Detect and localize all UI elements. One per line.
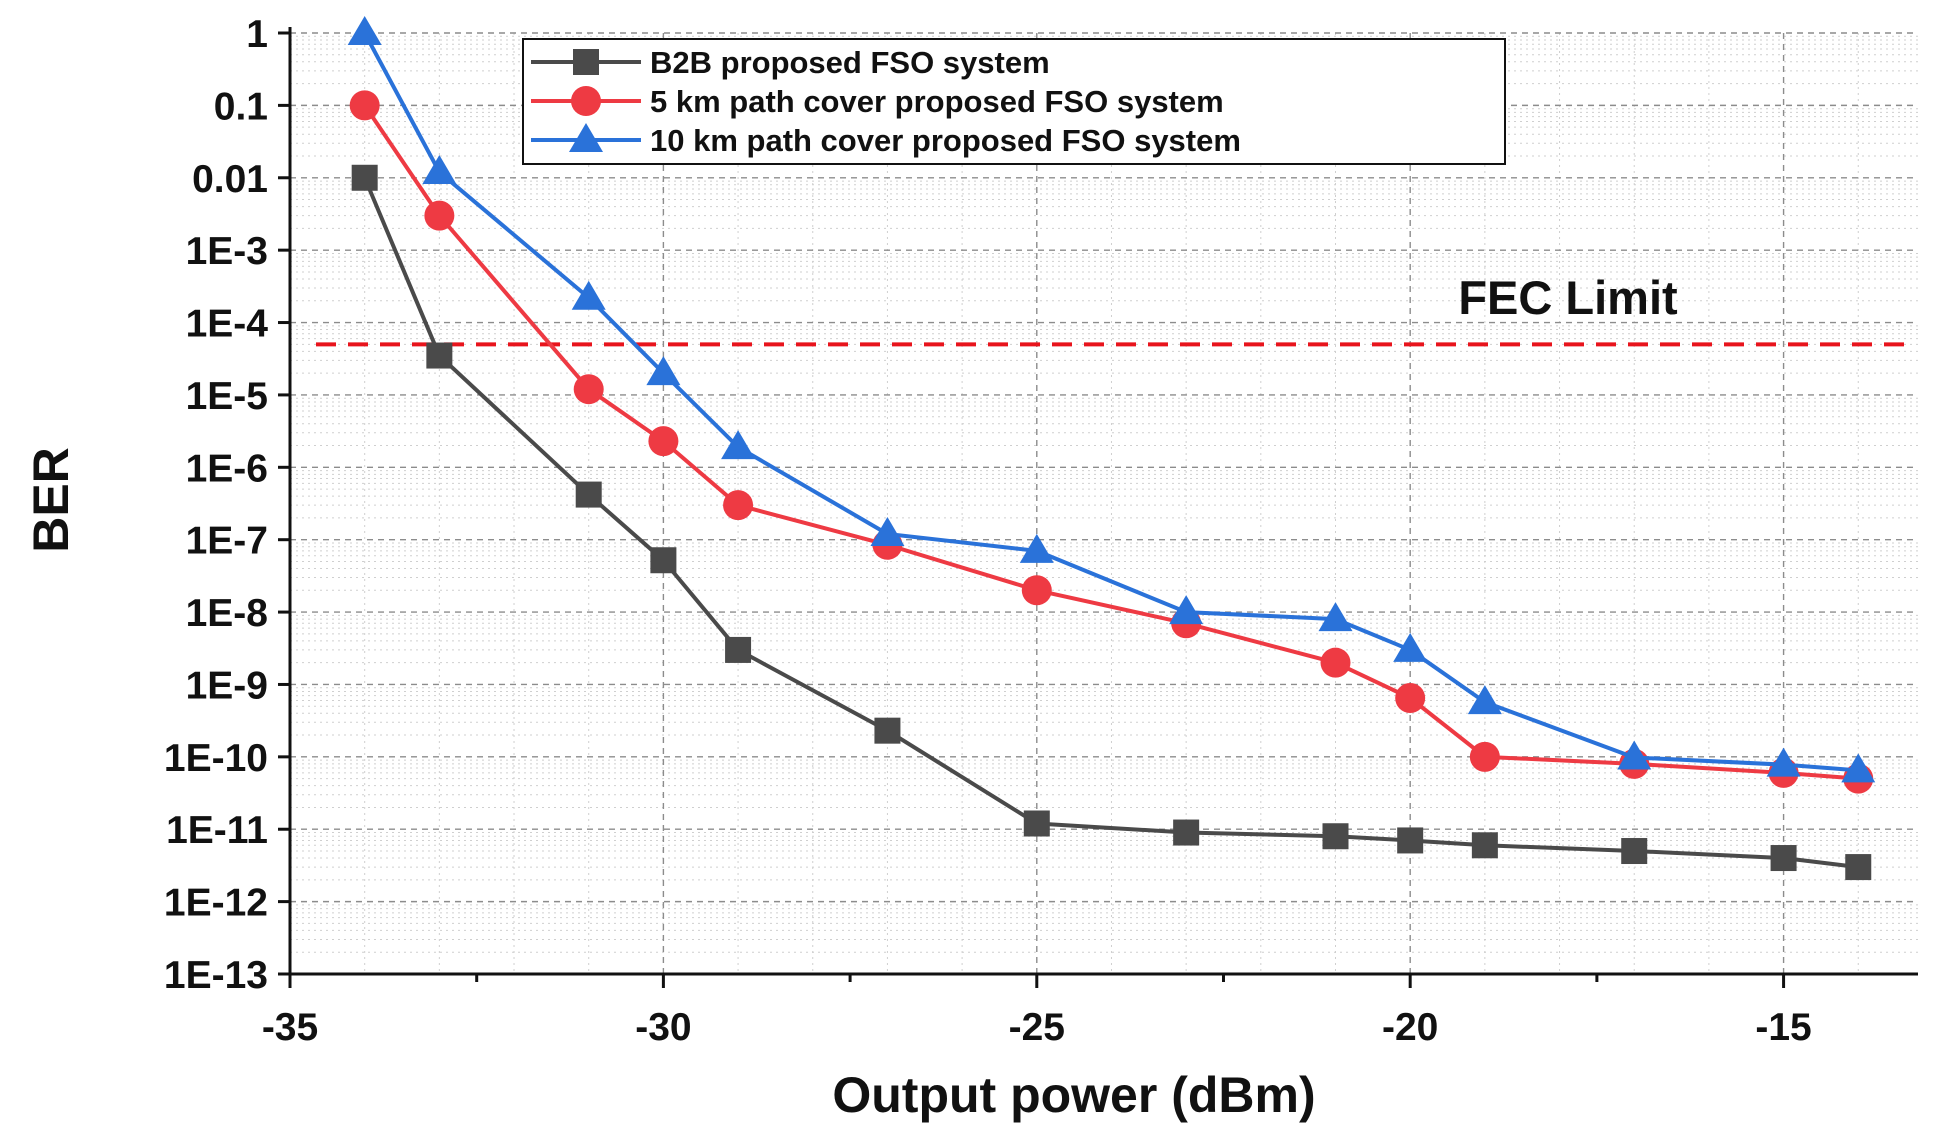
y-tick-label: 1E-6 bbox=[186, 447, 268, 490]
data-point bbox=[1845, 854, 1872, 881]
data-point bbox=[1397, 827, 1424, 854]
data-point bbox=[1393, 632, 1428, 662]
data-point bbox=[870, 516, 905, 546]
data-point bbox=[646, 356, 681, 386]
data-point bbox=[426, 342, 453, 369]
data-point bbox=[1169, 595, 1204, 625]
y-tick-label: 1E-13 bbox=[164, 954, 268, 997]
grid bbox=[289, 32, 1918, 975]
x-tick-label: -15 bbox=[1755, 1006, 1811, 1049]
data-point bbox=[874, 717, 901, 744]
y-tick-label: 0.1 bbox=[214, 85, 268, 128]
legend-marker bbox=[569, 123, 603, 152]
data-point bbox=[571, 280, 606, 310]
data-point bbox=[351, 164, 378, 191]
data-point bbox=[1320, 647, 1351, 678]
series-1 bbox=[351, 164, 1872, 881]
legend-item-2: 5 km path cover proposed FSO system bbox=[531, 84, 1224, 119]
data-point bbox=[1770, 845, 1797, 872]
data-point bbox=[650, 547, 677, 574]
data-point bbox=[1841, 753, 1876, 783]
data-point bbox=[723, 490, 754, 521]
y-axis-title: BER bbox=[23, 447, 79, 553]
series-2 bbox=[349, 90, 1874, 794]
series bbox=[347, 16, 1876, 881]
legend-item-1: B2B proposed FSO system bbox=[531, 45, 1050, 80]
data-point bbox=[1318, 602, 1353, 632]
data-point bbox=[1621, 838, 1648, 865]
data-point bbox=[1395, 683, 1426, 714]
data-point bbox=[648, 426, 679, 457]
y-tick-label: 1E-7 bbox=[186, 520, 268, 563]
data-point bbox=[1023, 810, 1050, 837]
data-point bbox=[1019, 533, 1054, 563]
legend-item-3: 10 km path cover proposed FSO system bbox=[531, 123, 1241, 158]
data-point bbox=[1173, 819, 1200, 846]
y-tick-label: 0.01 bbox=[192, 158, 268, 201]
data-point bbox=[349, 90, 380, 121]
legend-label: 5 km path cover proposed FSO system bbox=[650, 84, 1224, 119]
data-point bbox=[1617, 740, 1652, 770]
data-point bbox=[725, 636, 752, 663]
series-line bbox=[362, 32, 1859, 773]
y-tick-label: 1E-5 bbox=[186, 375, 268, 418]
x-tick-label: -35 bbox=[262, 1006, 318, 1049]
axes: 1 0.1 0.01 1E-3 1E-4 1E-5 1E-6 1E-7 1E-8 1E-9 1E-1… bbox=[23, 13, 1918, 1123]
y-tick-label: 1 bbox=[246, 13, 268, 56]
data-point bbox=[1766, 747, 1801, 777]
legend-label: B2B proposed FSO system bbox=[650, 45, 1050, 80]
legend-label: 10 km path cover proposed FSO system bbox=[650, 123, 1241, 158]
y-tick-label: 1E-8 bbox=[186, 592, 268, 635]
data-point bbox=[1467, 685, 1502, 715]
data-point bbox=[422, 155, 457, 185]
x-axis-title: Output power (dBm) bbox=[832, 1067, 1315, 1123]
data-point bbox=[347, 16, 382, 45]
fec-limit-label: FEC Limit bbox=[1458, 271, 1678, 324]
y-tick-label: 1E-11 bbox=[166, 809, 268, 852]
y-tick-label: 1E-12 bbox=[164, 882, 268, 925]
x-tick-label: -25 bbox=[1009, 1006, 1065, 1049]
data-point bbox=[1021, 575, 1052, 606]
data-point bbox=[575, 481, 602, 508]
data-point bbox=[721, 430, 756, 460]
legend-marker bbox=[573, 49, 599, 75]
y-tick-label: 1E-10 bbox=[164, 737, 268, 780]
data-point bbox=[1471, 832, 1498, 859]
data-point bbox=[1469, 741, 1500, 772]
legend: B2B proposed FSO system 5 km path cover p… bbox=[522, 38, 1506, 165]
legend-marker bbox=[571, 86, 601, 116]
data-point bbox=[424, 200, 455, 231]
y-tick-label: 1E-3 bbox=[186, 230, 268, 273]
annotations: FEC Limit bbox=[1458, 271, 1678, 324]
x-tick-label: -30 bbox=[635, 1006, 691, 1049]
legend-box bbox=[522, 38, 1506, 165]
series-3 bbox=[347, 16, 1876, 783]
series-line bbox=[363, 104, 1859, 781]
y-tick-label: 1E-4 bbox=[186, 303, 269, 346]
data-point bbox=[1322, 823, 1349, 850]
y-tick-label: 1E-9 bbox=[186, 664, 268, 707]
x-tick-label: -20 bbox=[1382, 1006, 1438, 1049]
data-point bbox=[573, 374, 604, 405]
